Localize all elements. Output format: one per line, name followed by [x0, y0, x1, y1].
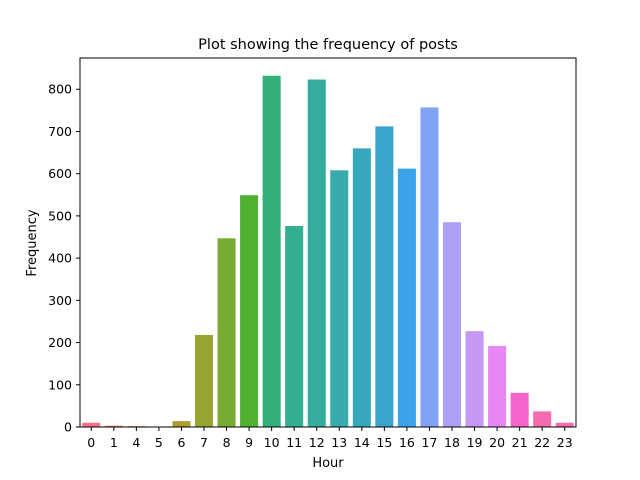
y-tick-label: 0	[64, 420, 72, 435]
x-tick-label: 13	[331, 435, 347, 450]
bar-hour-9	[240, 195, 259, 427]
y-tick-label: 500	[48, 208, 72, 223]
x-tick-label: 0	[87, 435, 95, 450]
x-tick-label: 4	[132, 435, 140, 450]
bar-hour-15	[375, 126, 394, 428]
y-tick-label: 800	[48, 82, 72, 97]
bar-hour-23	[555, 422, 574, 427]
bar-hour-14	[352, 148, 371, 427]
x-tick-label: 22	[534, 435, 550, 450]
y-tick-label: 400	[48, 251, 72, 266]
x-axis-ticks: 0 1 4 5 6 7 8 9 10 11 12 13 14 15 16 17 18 19 20 21 22 23	[87, 427, 573, 450]
bars-group	[82, 75, 574, 428]
bar-hour-18	[442, 222, 462, 427]
y-tick-label: 700	[48, 124, 72, 139]
bar-hour-21	[510, 392, 529, 427]
bar-hour-7	[194, 334, 214, 427]
bar-hour-19	[465, 331, 484, 427]
bar-hour-22	[533, 411, 552, 427]
x-tick-label: 15	[376, 435, 392, 450]
x-tick-label: 5	[155, 435, 163, 450]
x-tick-label: 11	[286, 435, 302, 450]
x-tick-label: 17	[422, 435, 438, 450]
bar-hour-11	[285, 226, 304, 427]
y-tick-label: 300	[48, 293, 72, 308]
x-tick-label: 7	[200, 435, 208, 450]
x-tick-label: 20	[489, 435, 505, 450]
x-tick-label: 12	[309, 435, 325, 450]
x-axis-label: Hour	[312, 456, 344, 471]
bar-hour-13	[330, 170, 349, 428]
x-tick-label: 9	[245, 435, 253, 450]
bar-hour-1	[104, 425, 123, 427]
y-tick-label: 200	[48, 335, 72, 350]
x-tick-label: 23	[557, 435, 573, 450]
bar-hour-12	[307, 79, 326, 427]
x-tick-label: 19	[467, 435, 483, 450]
y-axis-label: Frequency	[25, 209, 40, 276]
x-tick-label: 10	[264, 435, 280, 450]
bar-hour-6	[172, 421, 191, 427]
x-tick-label: 6	[177, 435, 185, 450]
plot-frame	[79, 57, 577, 428]
y-tick-label: 600	[48, 166, 72, 181]
bar-hour-0	[82, 422, 101, 427]
x-tick-label: 1	[110, 435, 118, 450]
y-tick-label: 100	[48, 377, 72, 392]
chart-title: Plot showing the frequency of posts	[198, 37, 458, 53]
x-tick-label: 14	[354, 435, 370, 450]
x-tick-label: 18	[444, 435, 460, 450]
y-axis-ticks: 0 100 200 300 400 500 600 700 800	[48, 82, 80, 435]
bar-hour-20	[488, 345, 507, 427]
bar-hour-16	[397, 168, 416, 427]
bar-hour-8	[217, 238, 236, 427]
x-tick-label: 8	[223, 435, 231, 450]
bar-hour-10	[262, 75, 281, 427]
bar-hour-17	[420, 107, 439, 428]
x-tick-label: 21	[512, 435, 528, 450]
x-tick-label: 16	[399, 435, 415, 450]
